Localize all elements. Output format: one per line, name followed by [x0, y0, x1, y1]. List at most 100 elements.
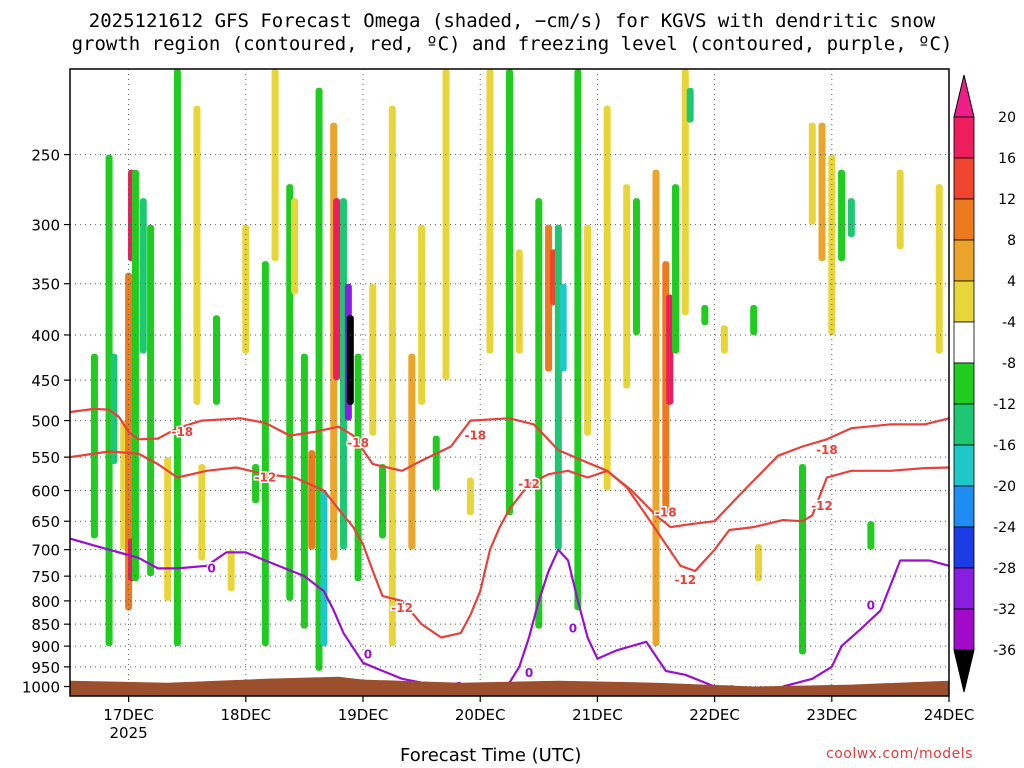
colorbar-label-10: -24 [993, 520, 1016, 536]
colorbar-swatch-9 [953, 485, 975, 528]
omega-cell-0 [90, 353, 98, 539]
omega-cell-42 [515, 249, 523, 354]
omega-cell-67 [838, 169, 846, 262]
omega-cell-33 [379, 464, 387, 539]
x-tick-label-3: 20DEC [455, 706, 506, 724]
colorbar-swatch-7 [953, 403, 975, 446]
colorbar-swatch-11 [953, 567, 975, 610]
colorbar-swatch-3 [953, 239, 975, 282]
plot-frame [69, 68, 950, 697]
omega-cell-39 [466, 477, 474, 516]
omega-cell-17 [252, 464, 260, 504]
colorbar-swatch-2 [953, 198, 975, 241]
terrain-layer [70, 676, 949, 696]
omega-cell-37 [432, 435, 440, 491]
y-tick-label-9: 700 [31, 542, 60, 560]
omega-cell-19 [271, 69, 279, 262]
x-axis: 17DEC 18DEC 19DEC 20DEC 21DEC 22DEC 23DEC 24DEC… [103, 696, 974, 742]
y-tick-label-1: 300 [31, 217, 60, 235]
omega-cell-41 [506, 69, 513, 516]
y-tick-label-14: 950 [31, 659, 60, 677]
colorbar-label-11: -28 [993, 561, 1016, 577]
x-tick-label-2: 19DEC [338, 706, 389, 724]
contour-layer [70, 407, 949, 688]
omega-cell-35 [408, 353, 416, 550]
omega-cell-23 [308, 450, 316, 550]
omega-cell-8 [139, 198, 147, 354]
colorbar-label-5: -4 [1002, 315, 1016, 331]
omega-cell-56 [672, 184, 680, 354]
omega-cell-38 [442, 69, 450, 381]
contour-label-4: -18 [816, 443, 838, 457]
omega-cell-70 [896, 169, 904, 250]
omega-cell-12 [193, 105, 201, 405]
x-tick-label-5: 22DEC [689, 706, 740, 724]
y-tick-label-6: 550 [31, 449, 60, 467]
omega-cell-2 [110, 353, 118, 465]
colorbar-label-6: -8 [1002, 356, 1016, 372]
omega-cell-64 [808, 122, 816, 225]
y-tick-label-12: 850 [31, 616, 60, 634]
omega-cell-61 [750, 305, 758, 335]
y-tick-label-3: 400 [31, 327, 60, 345]
y-tick-label-15: 1000 [22, 679, 60, 697]
omega-cell-57 [681, 69, 689, 316]
colorbar-label-4: 4 [1007, 274, 1016, 290]
omega-cell-65 [818, 122, 826, 262]
contour-minus18-0 [70, 407, 949, 529]
y-tick-label-4: 450 [31, 372, 60, 390]
omega-cell-32 [369, 283, 377, 436]
colorbar-swatch-8 [953, 444, 975, 487]
contour-label-1: -18 [347, 436, 369, 450]
colorbar-swatch-1 [953, 157, 975, 200]
omega-cell-30 [346, 315, 354, 405]
colorbar-swatch-4 [953, 280, 975, 323]
omega-cell-53 [652, 169, 660, 647]
colorbar-label-12: -32 [993, 602, 1016, 618]
x-tick-label-7: 24DEC [924, 706, 975, 724]
contour-label-8: -12 [674, 573, 696, 587]
colorbar-label-1: 16 [998, 151, 1016, 167]
x-axis-label: Forecast Time (UTC) [400, 745, 582, 766]
omega-cell-60 [720, 325, 728, 354]
omega-cell-15 [227, 549, 235, 592]
contour-label-3: -18 [655, 505, 677, 519]
colorbar-label-7: -12 [993, 397, 1016, 413]
y-tick-label-2: 350 [31, 276, 60, 294]
omega-cell-58 [686, 87, 694, 123]
contour-label-11: 0 [364, 648, 372, 662]
omega-cell-9 [147, 224, 155, 577]
y-tick-label-10: 750 [31, 568, 60, 586]
x-year-label: 2025 [110, 724, 148, 742]
contour-0-2 [70, 537, 461, 688]
colorbar-label-0: 20 [998, 110, 1016, 126]
omega-cell-11 [173, 69, 181, 647]
contour-label-13: 0 [569, 622, 577, 636]
omega-cell-4 [125, 272, 133, 611]
contour-label-12: 0 [525, 666, 533, 680]
omega-shading-layer [90, 69, 943, 671]
contour-label-6: -12 [518, 477, 540, 491]
colorbar-label-9: -20 [993, 479, 1016, 495]
contour-label-9: -12 [811, 499, 833, 513]
contour-label-5: -12 [254, 471, 276, 485]
omega-cell-1 [105, 154, 113, 647]
colorbar-bottom-arrow [953, 649, 975, 693]
y-tick-label-5: 500 [31, 413, 60, 431]
omega-cell-63 [799, 464, 806, 655]
omega-cell-51 [623, 184, 631, 389]
omega-cell-21 [291, 198, 299, 295]
chart-title-line-2: growth region (contoured, red, ºC) and f… [71, 33, 953, 55]
contour-0-4 [782, 559, 949, 688]
y-tick-label-8: 650 [31, 513, 60, 531]
omega-cell-10 [164, 457, 172, 601]
contour-label-10: 0 [207, 561, 215, 575]
omega-cell-25 [320, 490, 328, 647]
contour-label-0: -18 [171, 425, 193, 439]
omega-cell-14 [213, 315, 220, 405]
omega-cell-31 [354, 353, 362, 582]
omega-cell-71 [935, 184, 943, 354]
x-tick-label-0: 17DEC [103, 706, 154, 724]
credit-text: coolwx.com/models [826, 746, 973, 762]
